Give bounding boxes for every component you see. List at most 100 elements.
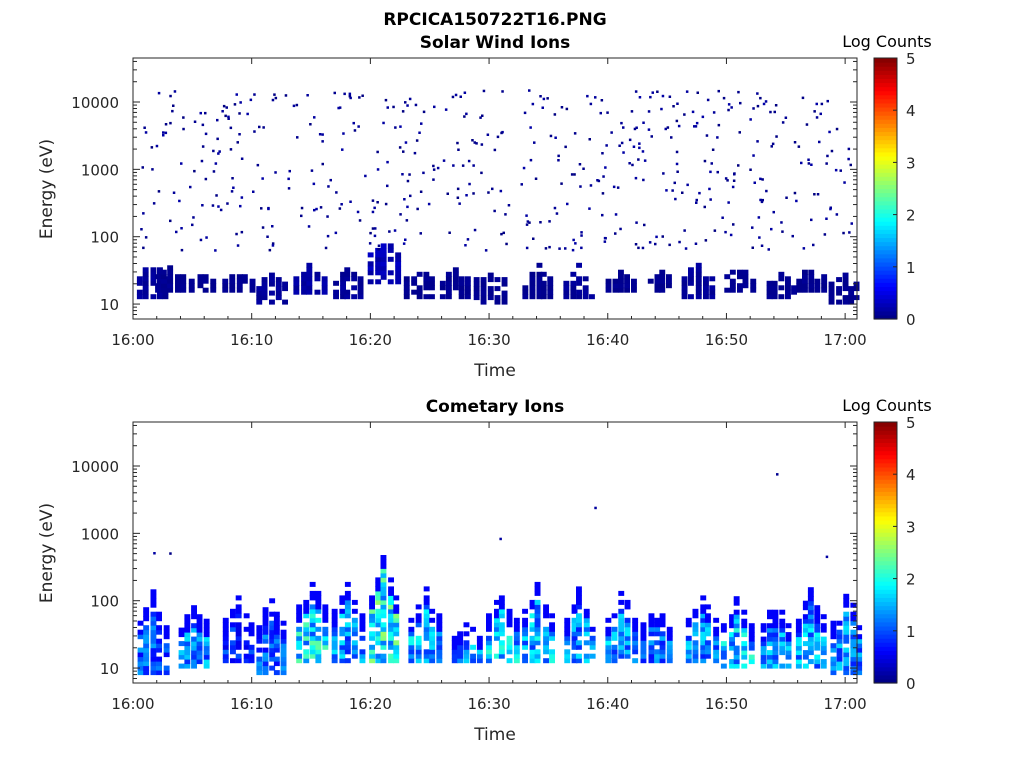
cell [513, 617, 520, 623]
cell [586, 94, 589, 98]
cell [532, 237, 535, 240]
cell [807, 659, 814, 665]
cell [331, 613, 338, 619]
colorbar-step [874, 475, 897, 480]
cell [380, 559, 387, 565]
cell [423, 595, 430, 601]
cell [785, 280, 791, 286]
cell [597, 179, 601, 183]
cell [772, 623, 779, 629]
colorbar-step [874, 585, 897, 590]
cell [380, 261, 387, 267]
cell [248, 649, 255, 655]
cell [513, 658, 520, 664]
cell [850, 652, 857, 658]
cell [659, 274, 666, 280]
cell [473, 277, 480, 283]
cell [814, 645, 821, 651]
cell [136, 289, 143, 295]
cell [588, 138, 591, 141]
cell [221, 110, 224, 113]
cell [807, 618, 814, 624]
cell [315, 635, 322, 641]
cell [273, 93, 276, 96]
cell [650, 135, 653, 138]
cell [802, 605, 809, 611]
cell [143, 625, 150, 631]
cell [729, 269, 736, 275]
cell [500, 232, 503, 236]
cell [303, 608, 310, 614]
cell [750, 287, 757, 293]
cell [529, 649, 536, 655]
cell [224, 114, 227, 118]
cell [393, 626, 400, 632]
cell [522, 626, 528, 632]
cell [261, 290, 268, 296]
colorbar-step [874, 662, 897, 668]
cell [701, 115, 705, 119]
cell [795, 623, 802, 629]
y-tick-label: 100 [90, 229, 119, 247]
cell [216, 118, 219, 122]
cell [733, 632, 740, 638]
cell [576, 595, 582, 601]
cell [791, 289, 797, 295]
colorbar-step [874, 430, 897, 435]
cell [487, 295, 494, 301]
cell [694, 125, 698, 128]
cell [210, 283, 217, 289]
cell [848, 231, 851, 234]
cell [576, 289, 582, 295]
cell [820, 636, 827, 642]
cell [539, 221, 542, 224]
cell [344, 649, 351, 655]
cell [402, 150, 405, 153]
cell [541, 106, 544, 109]
cell [369, 595, 375, 601]
cell [836, 652, 843, 658]
cell [640, 640, 647, 646]
cell [236, 278, 243, 284]
cell [487, 277, 494, 283]
cell [570, 285, 577, 291]
cell [594, 506, 597, 510]
cell [150, 634, 157, 640]
colorbar-step [874, 135, 897, 141]
cell [349, 96, 352, 100]
cell [252, 190, 255, 193]
colorbar-step [874, 290, 897, 296]
burst-19 [828, 272, 860, 305]
cell [269, 625, 276, 631]
cell [203, 618, 210, 624]
cell [612, 287, 619, 293]
cell [540, 289, 547, 295]
cell [795, 636, 802, 642]
cell [240, 230, 244, 234]
cell [825, 555, 829, 559]
cell [842, 277, 849, 283]
cell [705, 640, 711, 646]
cell [262, 661, 269, 667]
cell [157, 91, 161, 95]
cell [779, 636, 786, 642]
cell [395, 274, 402, 280]
cell [814, 605, 821, 611]
cell [309, 635, 316, 641]
cell [191, 663, 197, 669]
scatter-cells [153, 473, 829, 559]
cell [802, 663, 809, 669]
cell [395, 256, 402, 262]
colorbar-tick-label: 4 [906, 102, 916, 120]
cell [742, 274, 749, 280]
cell [692, 640, 699, 646]
cell [315, 626, 322, 632]
cell [778, 294, 785, 300]
cell [235, 640, 242, 646]
cell [222, 617, 229, 623]
cell [331, 658, 338, 664]
cell [624, 283, 630, 289]
cell [850, 620, 857, 626]
colorbar-step [874, 499, 897, 505]
cell [655, 235, 658, 239]
